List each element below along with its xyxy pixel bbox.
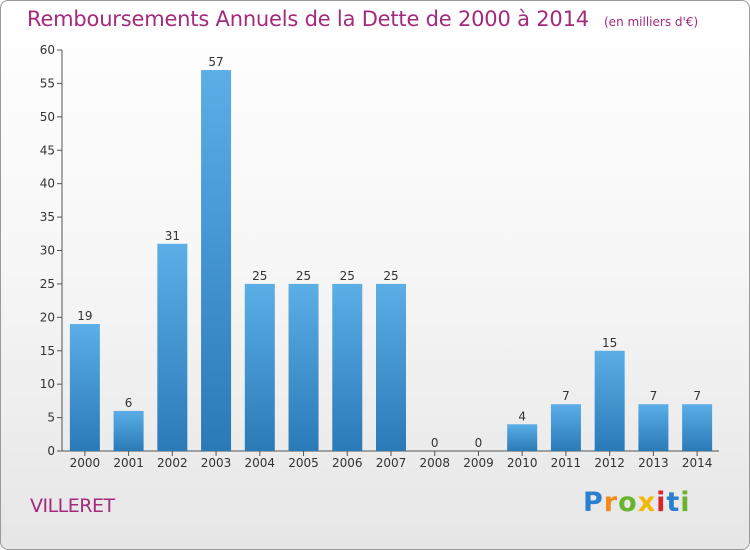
- x-tick-label: 2013: [638, 456, 669, 470]
- bar-2007: [376, 283, 406, 451]
- y-tick-label: 5: [47, 411, 55, 425]
- bar-2005: [288, 283, 319, 451]
- data-label-2005: 25: [296, 269, 311, 283]
- logo-letter: x: [637, 487, 657, 518]
- data-label-2006: 25: [340, 269, 355, 283]
- x-tick-label: 2007: [376, 456, 407, 470]
- x-tick-label: 2006: [332, 456, 363, 470]
- bar-2002: [157, 243, 188, 451]
- x-tick-label: 2010: [507, 456, 538, 470]
- y-tick-label: 60: [40, 43, 55, 57]
- data-label-2001: 6: [125, 396, 133, 410]
- y-tick-label: 30: [40, 244, 55, 258]
- chart-title: Remboursements Annuels de la Dette de 20…: [27, 7, 589, 31]
- x-tick-label: 2002: [157, 456, 188, 470]
- data-label-2007: 25: [383, 269, 398, 283]
- logo-letter: r: [603, 487, 619, 518]
- x-tick-label: 2004: [245, 456, 276, 470]
- bar-2001: [113, 410, 144, 451]
- data-label-2003: 57: [208, 55, 223, 69]
- logo-letter: i: [656, 487, 667, 518]
- data-label-2013: 7: [650, 389, 658, 403]
- x-tick-label: 2003: [201, 456, 232, 470]
- data-label-2008: 0: [431, 436, 439, 450]
- y-tick-label: 15: [40, 344, 55, 358]
- bar-2014: [682, 404, 713, 451]
- data-label-2012: 15: [602, 336, 617, 350]
- x-tick-label: 2000: [70, 456, 101, 470]
- y-tick-label: 55: [40, 76, 55, 90]
- data-label-2010: 4: [518, 409, 526, 423]
- y-tick-label: 25: [40, 277, 55, 291]
- x-tick-label: 2011: [551, 456, 582, 470]
- labels: 0510152025303540455055601920006200131200…: [40, 43, 713, 470]
- x-tick-label: 2008: [419, 456, 450, 470]
- y-tick-label: 20: [40, 310, 55, 324]
- y-tick-label: 10: [40, 377, 55, 391]
- data-label-2004: 25: [252, 269, 267, 283]
- y-tick-label: 50: [40, 110, 55, 124]
- bar-2013: [638, 404, 669, 451]
- y-tick-label: 35: [40, 210, 55, 224]
- data-label-2009: 0: [475, 436, 483, 450]
- title-line: Remboursements Annuels de la Dette de 20…: [27, 7, 698, 31]
- data-label-2011: 7: [562, 389, 570, 403]
- bar-2006: [332, 283, 363, 451]
- x-tick-label: 2009: [463, 456, 494, 470]
- x-tick-label: 2005: [288, 456, 319, 470]
- logo-letter: t: [666, 487, 681, 518]
- bar-2010: [507, 424, 538, 451]
- logo-letter: P: [583, 487, 604, 518]
- y-tick-label: 40: [40, 177, 55, 191]
- bars: [69, 70, 713, 452]
- y-tick-label: 45: [40, 143, 55, 157]
- data-label-2000: 19: [77, 309, 92, 323]
- x-tick-label: 2014: [682, 456, 713, 470]
- bar-2011: [550, 404, 581, 451]
- y-tick-label: 0: [47, 444, 55, 458]
- bar-2000: [69, 324, 100, 451]
- bar-2004: [244, 283, 275, 451]
- data-label-2002: 31: [165, 229, 180, 243]
- x-tick-label: 2012: [594, 456, 625, 470]
- bar-2003: [201, 70, 232, 452]
- data-label-2014: 7: [693, 389, 701, 403]
- logo-letter: i: [680, 487, 691, 518]
- x-tick-label: 2001: [113, 456, 144, 470]
- logo-letter: o: [618, 487, 638, 518]
- chart-unit-note: (en milliers d'€): [604, 15, 699, 29]
- bar-2012: [594, 350, 625, 451]
- commune-name: VILLERET: [30, 495, 115, 517]
- proxiti-logo: Proxiti: [583, 487, 691, 518]
